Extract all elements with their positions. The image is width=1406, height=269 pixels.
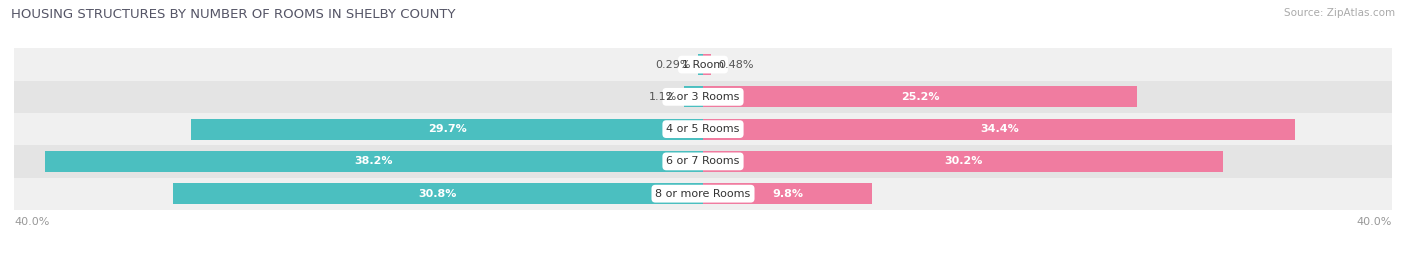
Text: 0.29%: 0.29% <box>655 59 692 70</box>
Bar <box>14 81 1392 113</box>
Text: 29.7%: 29.7% <box>427 124 467 134</box>
Bar <box>685 86 703 107</box>
Text: 0.48%: 0.48% <box>718 59 754 70</box>
Bar <box>703 54 711 75</box>
Bar <box>14 178 1392 210</box>
Bar <box>45 151 703 172</box>
Bar <box>173 183 703 204</box>
Bar <box>703 151 1223 172</box>
Text: 25.2%: 25.2% <box>901 92 939 102</box>
Bar <box>14 145 1392 178</box>
Text: 1.1%: 1.1% <box>650 92 678 102</box>
Text: HOUSING STRUCTURES BY NUMBER OF ROOMS IN SHELBY COUNTY: HOUSING STRUCTURES BY NUMBER OF ROOMS IN… <box>11 8 456 21</box>
Bar <box>191 119 703 140</box>
Text: 4 or 5 Rooms: 4 or 5 Rooms <box>666 124 740 134</box>
Text: 6 or 7 Rooms: 6 or 7 Rooms <box>666 156 740 167</box>
Text: 9.8%: 9.8% <box>772 189 803 199</box>
Text: 38.2%: 38.2% <box>354 156 394 167</box>
Text: 40.0%: 40.0% <box>14 217 49 227</box>
Text: Source: ZipAtlas.com: Source: ZipAtlas.com <box>1284 8 1395 18</box>
Text: 40.0%: 40.0% <box>1357 217 1392 227</box>
Bar <box>703 119 1295 140</box>
Bar <box>703 86 1137 107</box>
Bar <box>14 48 1392 81</box>
Bar <box>14 113 1392 145</box>
Text: 8 or more Rooms: 8 or more Rooms <box>655 189 751 199</box>
Text: 30.8%: 30.8% <box>419 189 457 199</box>
Bar <box>697 54 703 75</box>
Text: 2 or 3 Rooms: 2 or 3 Rooms <box>666 92 740 102</box>
Text: 34.4%: 34.4% <box>980 124 1018 134</box>
Text: 30.2%: 30.2% <box>943 156 983 167</box>
Text: 1 Room: 1 Room <box>682 59 724 70</box>
Bar <box>703 183 872 204</box>
